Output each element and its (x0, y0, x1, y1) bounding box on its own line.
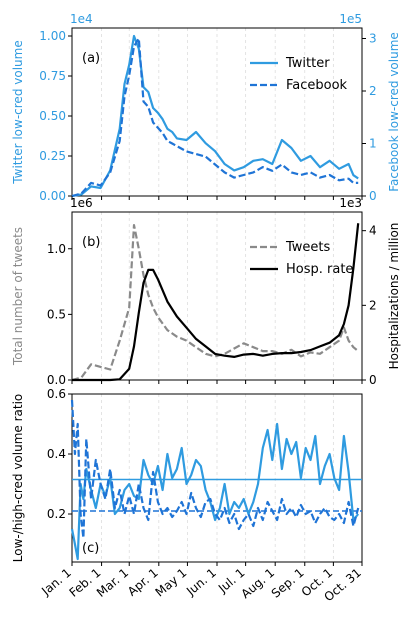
series-line-twitter (71, 34, 359, 198)
ytick-label: 0.75 (39, 69, 66, 83)
ytick-label: 0.2 (47, 507, 66, 521)
ytick-label: 0.6 (47, 387, 66, 401)
ytick-label: 0.0 (47, 373, 66, 387)
ytick2-label: 0 (369, 189, 377, 203)
ytick2-label: 2 (369, 298, 377, 312)
ylabel2: Facebook low-cred volume (387, 32, 401, 192)
ytick-label: 0.00 (39, 189, 66, 203)
ytick-label: 0.5 (47, 307, 66, 321)
panel-label: (c) (82, 541, 99, 556)
ytick2-label: 3 (369, 32, 377, 46)
legend-label: Tweets (285, 240, 331, 255)
xtick-label: May 1 (153, 566, 190, 600)
ytick2-label: 1 (369, 137, 377, 151)
ytick-label: 1.0 (47, 242, 66, 256)
xtick-label: Aug. 1 (238, 566, 277, 602)
panel-label: (b) (82, 235, 100, 250)
legend-label: Facebook (286, 78, 348, 93)
ylabel: Low-/high-cred volume ratio (11, 394, 25, 563)
panel-a: 0.00 0.25 0.50 0.75 1.00 0 1 2 3 1e4 1e5 Twitter lo… (11, 12, 401, 203)
ytick-label: 0.25 (39, 149, 66, 163)
exponent-right: 1e3 (339, 196, 362, 210)
ytick2-label: 0 (369, 373, 377, 387)
legend-label: Hosp. rate (286, 262, 353, 277)
ytick-label: 0.50 (39, 109, 66, 123)
xtick-label: Jan. 1 (38, 566, 74, 599)
exponent-left: 1e4 (70, 12, 93, 26)
ytick-label: 0.4 (47, 447, 66, 461)
panel-c: 0.2 0.4 0.6 Low-/high-cred volume ratio (c) (11, 387, 363, 566)
panel-b: 0.0 0.5 1.0 0 2 4 1e6 1e3 Total number of tweets… (11, 196, 401, 387)
exponent-right: 1e5 (339, 12, 362, 26)
xtick-label: Mar. 1 (94, 566, 131, 600)
ytick-label: 1.00 (39, 29, 66, 43)
legend-label: Twitter (285, 56, 330, 71)
xtick-label: Apr. 1 (125, 566, 161, 599)
ylabel: Total number of tweets (11, 227, 25, 366)
ylabel2: Hospitalizations / million (387, 223, 401, 370)
series-line-hosp-rate (72, 223, 360, 382)
series-line-facebook (70, 399, 360, 540)
series-line-twitter (70, 422, 360, 561)
xtick-label: Jun. 1 (183, 566, 219, 599)
ytick2-label: 4 (369, 224, 377, 238)
series-line-facebook (71, 37, 359, 198)
series-line-tweets (71, 224, 359, 382)
exponent-left: 1e6 (70, 196, 93, 210)
ylabel: Twitter low-cred volume (11, 40, 25, 184)
xtick-label: Sep. 1 (269, 566, 307, 601)
ytick2-label: 2 (369, 84, 377, 98)
panel-label: (a) (82, 51, 100, 66)
